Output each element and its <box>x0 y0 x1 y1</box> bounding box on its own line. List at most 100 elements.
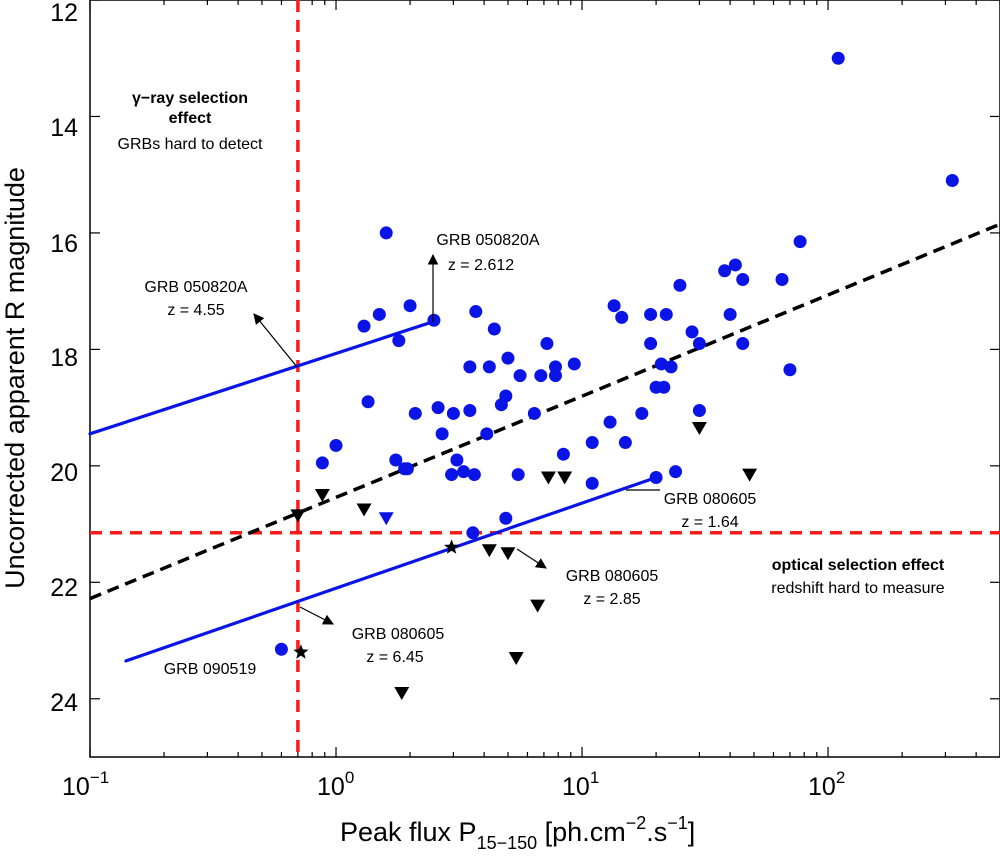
axis-ticks <box>89 0 1000 757</box>
x-tick-label: 102 <box>808 768 845 801</box>
annotation-arrows <box>253 253 660 625</box>
detection-point <box>274 642 288 656</box>
detection-point <box>659 307 673 321</box>
detection-point <box>540 337 554 351</box>
detection-point <box>446 406 460 420</box>
detection-point <box>450 453 464 467</box>
detection-point <box>431 401 445 415</box>
detection-point <box>329 438 343 452</box>
y-axis-title: Uncorrected apparent R magnitude <box>0 167 30 589</box>
upper-limit-point <box>394 686 410 700</box>
detection-point <box>445 468 459 482</box>
detection-point <box>408 406 422 420</box>
label-grb090519: GRB 090519 <box>164 661 257 678</box>
detection-point <box>513 369 527 383</box>
y-tick-labels: 12 14 16 18 20 22 24 <box>50 0 78 717</box>
detection-point <box>392 334 406 348</box>
label-grb050820a-low-name: GRB 050820A <box>436 232 540 249</box>
detection-point <box>548 369 562 383</box>
detection-point <box>615 310 629 324</box>
upper-limit-point <box>742 468 758 482</box>
detection-point <box>469 305 483 319</box>
upper-limit-point <box>540 471 556 485</box>
detection-point <box>511 468 525 482</box>
x-tick-label: 10−1 <box>62 768 109 801</box>
upper-limit-point <box>290 509 306 523</box>
y-tick-label: 20 <box>50 459 78 487</box>
x-tick-labels: 10−1 100 101 102 <box>62 768 845 801</box>
detection-point <box>403 299 417 313</box>
gamma-selection-title-1: γ−ray selection <box>132 90 248 107</box>
gamma-selection-subtitle: GRBs hard to detect <box>118 136 264 153</box>
detection-point <box>585 436 599 450</box>
detection-point <box>499 511 513 525</box>
optical-selection-title: optical selection effect <box>772 557 945 574</box>
detection-point <box>527 406 541 420</box>
detection-point <box>618 436 632 450</box>
detection-point <box>775 273 789 287</box>
detection-point <box>673 278 687 292</box>
detection-point <box>635 406 649 420</box>
label-grb080605-a-z: z = 1.64 <box>681 514 738 531</box>
detection-point <box>357 319 371 333</box>
x-axis-title: Peak flux P15−150 [ph.cm−2.s−1] <box>340 813 695 853</box>
track-050820A-line <box>88 319 436 436</box>
star-point <box>444 539 460 554</box>
upper-limit-point <box>691 421 707 435</box>
detection-point <box>649 470 663 484</box>
detection-point <box>372 307 386 321</box>
detection-point <box>657 380 671 394</box>
y-tick-label: 18 <box>50 344 78 372</box>
detection-point <box>692 337 706 351</box>
detection-point <box>427 313 441 327</box>
y-tick-label: 16 <box>50 230 78 258</box>
detection-point <box>736 337 750 351</box>
upper-limit-point <box>481 544 497 558</box>
y-tick-label: 12 <box>50 0 78 27</box>
label-grb080605-c-z: z = 6.45 <box>366 649 423 666</box>
star-point <box>293 644 309 659</box>
detection-point <box>585 476 599 490</box>
detection-point <box>644 337 658 351</box>
detection-point <box>603 415 617 429</box>
detection-point <box>669 465 683 479</box>
y-tick-label: 22 <box>50 574 78 602</box>
label-grb080605-b-z: z = 2.85 <box>583 591 640 608</box>
arrow-050820a-high <box>253 313 298 368</box>
upper-limit-point <box>500 547 516 561</box>
detection-point <box>480 427 494 441</box>
detection-point <box>379 226 393 240</box>
annotations: γ−ray selection effect GRBs hard to dete… <box>118 90 945 678</box>
detection-point <box>457 465 471 479</box>
optical-selection-subtitle: redshift hard to measure <box>771 580 945 597</box>
detection-point <box>389 453 403 467</box>
detection-point <box>831 51 845 65</box>
upper-limit-point <box>356 503 372 517</box>
detection-point <box>466 526 480 540</box>
trend-fit-line <box>89 222 1000 601</box>
detection-point <box>723 307 737 321</box>
detection-point <box>463 404 477 418</box>
upper-limit-point <box>314 488 330 502</box>
detection-point <box>556 447 570 461</box>
detection-point <box>467 468 481 482</box>
x-tick-label: 100 <box>317 768 354 801</box>
detection-point <box>685 325 699 339</box>
detection-point <box>463 360 477 374</box>
label-grb050820a-high-name: GRB 050820A <box>144 279 248 296</box>
detection-point <box>783 363 797 377</box>
detection-point <box>534 369 548 383</box>
detection-point <box>315 456 329 470</box>
x-tick-label: 101 <box>562 768 599 801</box>
detection-point <box>567 357 581 371</box>
reference-lines <box>88 0 1000 757</box>
track-080605-line <box>124 475 658 663</box>
upper-limit-point <box>378 512 394 526</box>
detection-point <box>945 174 959 188</box>
detection-point <box>718 264 732 278</box>
detection-point <box>361 395 375 409</box>
detection-point <box>736 273 750 287</box>
arrow-080605-b <box>516 548 547 569</box>
detection-point <box>435 427 449 441</box>
label-grb050820a-low-z: z = 2.612 <box>448 257 514 274</box>
